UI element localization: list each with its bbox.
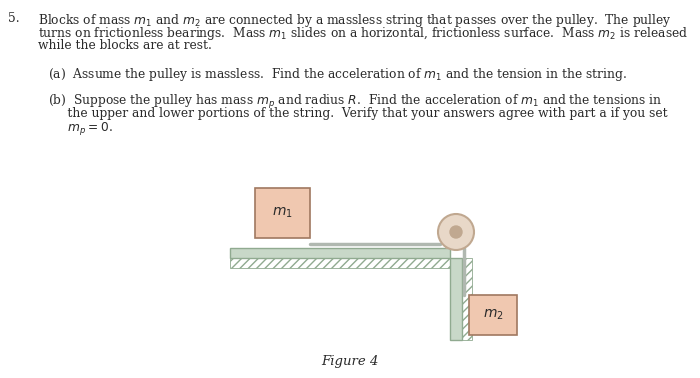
Bar [230,258,450,268]
Polygon shape [446,232,462,248]
Text: Figure 4: Figure 4 [321,355,379,368]
Bar [230,248,450,258]
Text: $m_1$: $m_1$ [272,206,293,220]
Text: the upper and lower portions of the string.  Verify that your answers agree with: the upper and lower portions of the stri… [48,107,668,119]
Text: Blocks of mass $m_1$ and $m_2$ are connected by a massless string that passes ov: Blocks of mass $m_1$ and $m_2$ are conne… [38,12,672,29]
Text: (a)  Assume the pulley is massless.  Find the acceleration of $m_1$ and the tens: (a) Assume the pulley is massless. Find … [48,66,626,83]
Circle shape [450,226,462,238]
Text: $m_2$: $m_2$ [482,308,503,322]
Bar [469,295,517,335]
Text: turns on frictionless bearings.  Mass $m_1$ slides on a horizontal, frictionless: turns on frictionless bearings. Mass $m_… [38,25,688,42]
Text: $m_p = 0$.: $m_p = 0$. [48,120,113,137]
Text: (b)  Suppose the pulley has mass $m_p$ and radius $R$.  Find the acceleration of: (b) Suppose the pulley has mass $m_p$ an… [48,93,662,111]
Text: while the blocks are at rest.: while the blocks are at rest. [38,39,212,52]
Bar [462,258,472,340]
Bar [255,188,310,238]
Text: 5.: 5. [8,12,20,25]
Bar [450,258,462,340]
Circle shape [438,214,474,250]
